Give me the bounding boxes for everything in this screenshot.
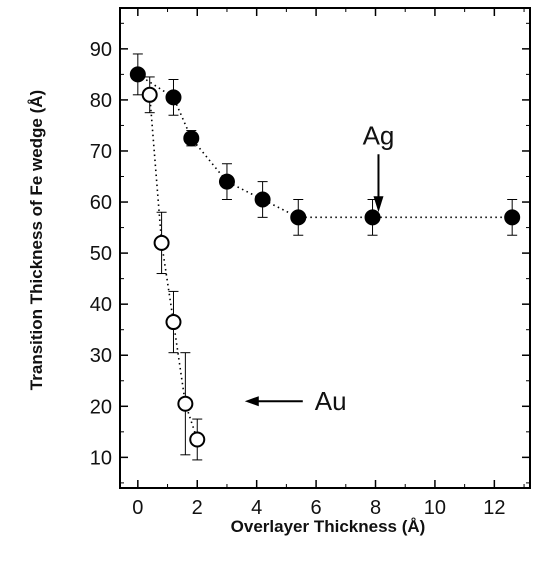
axes: 0 2 4 6 8 10 12 10 20 30 40 50 60 70 80 90 [90, 7, 531, 519]
x-tick-label: 8 [370, 497, 381, 519]
y-tick-label: 40 [90, 294, 112, 316]
series-au [141, 76, 206, 461]
data-point-ag [290, 209, 307, 226]
x-tick-label: 10 [424, 497, 446, 519]
x-tick-label: 2 [192, 497, 203, 519]
x-tick-label: 4 [251, 497, 262, 519]
series-ag [129, 53, 521, 236]
x-axis-label: Overlayer Thickness (Å) [231, 517, 426, 536]
data-point-ag [504, 209, 521, 226]
y-tick-label: 30 [90, 345, 112, 367]
y-tick-label: 70 [90, 141, 112, 163]
annotations: Ag Au [244, 120, 395, 416]
x-tick-label: 0 [132, 497, 143, 519]
y-tick-label: 60 [90, 192, 112, 214]
y-tick-label: 90 [90, 39, 112, 61]
data-point-ag [254, 191, 271, 208]
series-line-au [148, 94, 199, 440]
arrowhead [373, 196, 384, 213]
y-tick-label: 50 [90, 243, 112, 265]
arrowhead [244, 396, 259, 407]
data-point-ag [183, 130, 200, 147]
x-tick-label: 6 [311, 497, 322, 519]
data-point-ag [364, 209, 381, 226]
data-point-au [189, 431, 206, 448]
data-point-au [177, 395, 194, 412]
y-tick-label: 10 [90, 447, 112, 469]
annotation-au: Au [315, 386, 347, 416]
y-tick-label: 20 [90, 396, 112, 418]
series-layer [129, 53, 521, 461]
data-point-au [153, 234, 170, 251]
x-tick-label: 12 [483, 497, 505, 519]
y-tick-label: 80 [90, 90, 112, 112]
plot-frame [119, 7, 531, 489]
data-point-au [141, 86, 158, 103]
data-point-ag [218, 173, 235, 190]
data-point-ag [165, 89, 182, 106]
data-point-ag [129, 66, 146, 83]
data-point-au [165, 314, 182, 331]
annotation-ag: Ag [363, 120, 395, 150]
y-axis-label: Transition Thickness of Fe wedge (Å) [27, 90, 46, 390]
